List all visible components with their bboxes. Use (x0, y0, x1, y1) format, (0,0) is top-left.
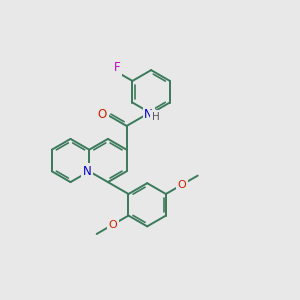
Text: O: O (177, 180, 186, 190)
Text: N: N (82, 165, 91, 178)
Text: O: O (98, 108, 107, 121)
Text: F: F (114, 61, 121, 74)
Text: H: H (152, 112, 160, 122)
Text: O: O (108, 220, 117, 230)
Text: N: N (144, 108, 153, 121)
